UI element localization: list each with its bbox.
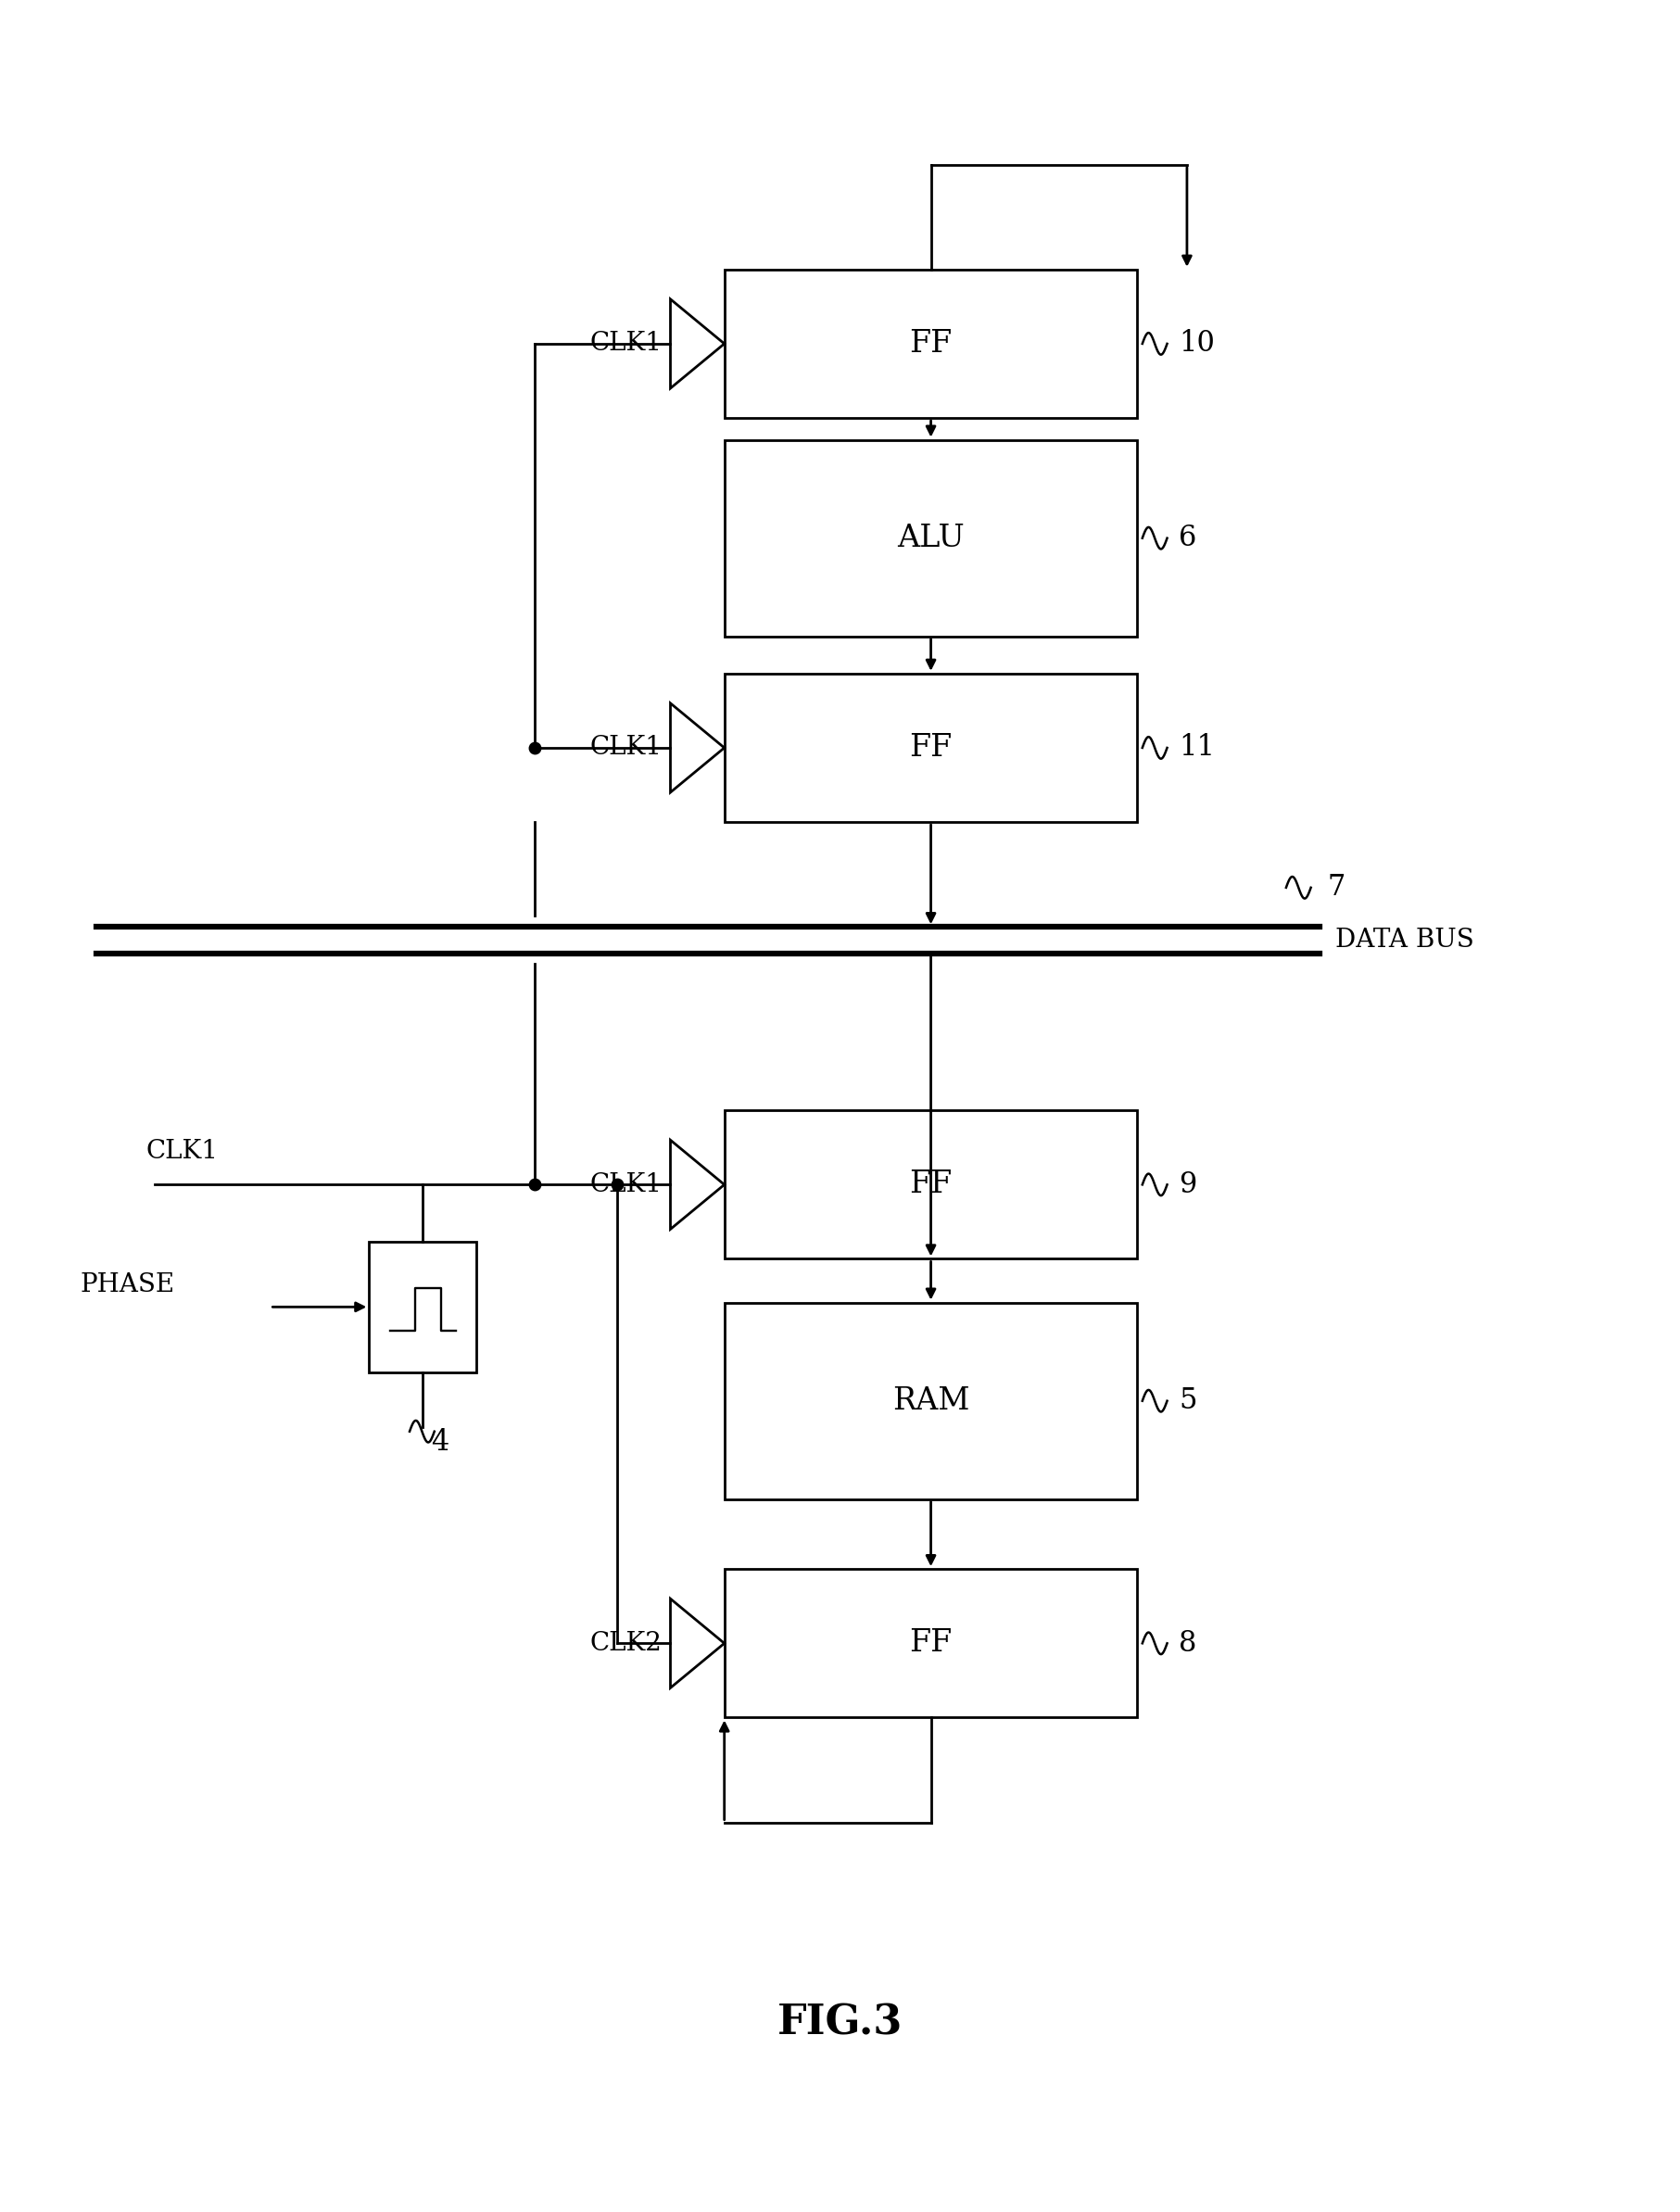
- Text: 5: 5: [1179, 1387, 1196, 1416]
- Text: CLK1: CLK1: [590, 1172, 662, 1197]
- FancyBboxPatch shape: [724, 270, 1137, 418]
- Text: ALU: ALU: [897, 524, 964, 553]
- Text: 10: 10: [1179, 330, 1215, 358]
- Text: 7: 7: [1327, 874, 1346, 902]
- Text: DATA BUS: DATA BUS: [1336, 927, 1475, 953]
- Text: 11: 11: [1179, 734, 1215, 763]
- Text: CLK1: CLK1: [590, 734, 662, 761]
- Text: CLK1: CLK1: [590, 332, 662, 356]
- Text: CLK1: CLK1: [146, 1139, 218, 1164]
- FancyBboxPatch shape: [724, 1303, 1137, 1500]
- Text: 6: 6: [1179, 524, 1196, 553]
- FancyBboxPatch shape: [724, 1568, 1137, 1717]
- Text: FF: FF: [909, 1170, 953, 1199]
- FancyBboxPatch shape: [370, 1241, 477, 1371]
- Text: 4: 4: [432, 1429, 449, 1458]
- Text: FF: FF: [909, 1628, 953, 1659]
- Text: FF: FF: [909, 330, 953, 358]
- Text: RAM: RAM: [892, 1387, 969, 1416]
- Text: PHASE: PHASE: [81, 1272, 175, 1298]
- Text: 9: 9: [1179, 1170, 1196, 1199]
- Text: 8: 8: [1179, 1628, 1196, 1657]
- FancyBboxPatch shape: [724, 672, 1137, 823]
- FancyBboxPatch shape: [724, 1110, 1137, 1259]
- Text: FIG.3: FIG.3: [778, 2004, 902, 2044]
- Text: FF: FF: [909, 732, 953, 763]
- FancyBboxPatch shape: [724, 440, 1137, 637]
- Text: CLK2: CLK2: [590, 1630, 662, 1657]
